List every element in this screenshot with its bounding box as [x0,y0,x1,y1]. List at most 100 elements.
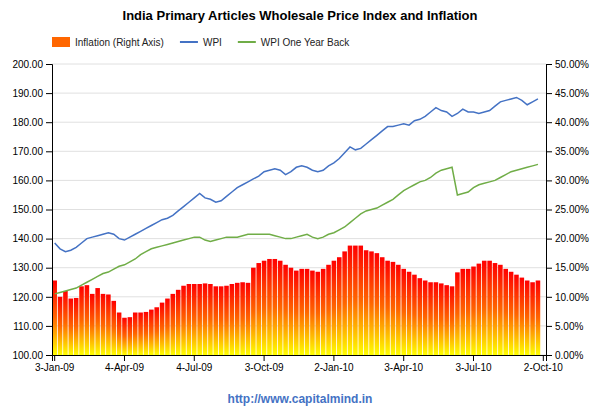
y-tick: 100.00 [12,350,52,361]
tick-label: 3-Jan-09 [35,362,75,373]
bar [391,262,396,355]
bar [310,271,315,355]
legend-item: Inflation (Right Axis) [52,37,164,48]
bar [52,281,57,355]
tick-mark [543,355,544,361]
x-tick: 3-Oct-09 [245,355,284,373]
bar [525,281,530,355]
tick-label: 140.00 [12,233,43,244]
bar [536,281,541,355]
bar [79,286,84,355]
y2-tick: 35.00% [546,146,589,157]
y2-tick: 25.00% [546,204,589,215]
bar [498,265,503,355]
legend-swatch [238,41,256,43]
bar [154,307,159,355]
tick-mark [194,355,195,361]
bar [520,278,525,355]
y-tick: 110.00 [13,321,52,332]
bar [273,259,278,355]
tick-mark [46,239,52,240]
bar [509,272,514,355]
bar [412,275,417,355]
tick-mark [546,355,552,356]
legend-item: WPI One Year Back [238,37,350,48]
tick-mark [46,151,52,152]
bar [122,318,127,355]
bar [418,278,423,355]
bar [477,264,482,355]
tick-mark [546,151,552,152]
bar [385,261,390,355]
bar [138,313,143,355]
tick-mark [124,355,125,361]
bar [203,283,208,355]
bar [133,313,138,355]
y-tick: 120.00 [12,292,52,303]
y-tick: 200.00 [12,59,52,70]
bar [160,303,165,355]
bar [428,282,433,355]
y2-tick: 20.00% [546,233,589,244]
grid-line [52,209,546,210]
tick-label: 40.00% [555,117,589,128]
bar [171,294,176,355]
bar [305,269,310,355]
bar [69,299,74,355]
tick-mark [264,355,265,361]
title: India Primary Articles Wholesale Price I… [123,8,478,23]
y-tick: 160.00 [12,175,52,186]
legend-swatch [180,41,198,43]
bar [85,285,90,355]
y-tick: 180.00 [12,117,52,128]
tick-label: 160.00 [12,175,43,186]
tick-label: 4-Jul-09 [176,362,213,373]
grid-line [52,180,546,181]
tick-mark [46,93,52,94]
bar [106,294,111,355]
y2-tick: 15.00% [546,262,589,273]
tick-mark [546,239,552,240]
bar [197,284,202,355]
bar [358,246,363,355]
legend: Inflation (Right Axis)WPIWPI One Year Ba… [52,37,350,48]
axis-line [46,65,53,356]
x-tick: 3-Apr-10 [384,355,423,373]
bar [423,281,428,355]
tick-label: 180.00 [12,117,43,128]
y2-tick: 0.00% [546,350,583,361]
bar [482,261,487,355]
bar [246,283,251,355]
bar-series [52,246,540,355]
bar [326,265,331,355]
bar [401,269,406,355]
tick-mark [546,180,552,181]
legend-swatch [52,37,70,47]
bar [283,265,288,355]
tick-label: 3-Apr-10 [384,362,423,373]
bar [262,261,267,355]
y2-tick: 5.00% [546,321,583,332]
bar [240,282,245,355]
bar [316,272,321,355]
bar [375,253,380,355]
tick-mark [546,326,552,327]
x-tick: 3-Jul-10 [455,355,492,373]
tick-mark [546,122,552,123]
tick-label: 35.00% [555,146,589,157]
tick-label: 150.00 [12,204,43,215]
bar [364,250,369,355]
y-tick: 190.00 [12,88,52,99]
y2-tick: 10.00% [546,292,589,303]
bar [455,272,460,355]
bar [230,284,235,355]
tick-mark [473,355,474,361]
line [55,97,538,251]
bar [95,288,100,355]
bar [471,267,476,355]
bar [63,291,68,355]
tick-label: 130.00 [12,262,43,273]
y-tick: 170.00 [12,146,52,157]
bar [348,246,353,355]
bar [407,272,412,355]
